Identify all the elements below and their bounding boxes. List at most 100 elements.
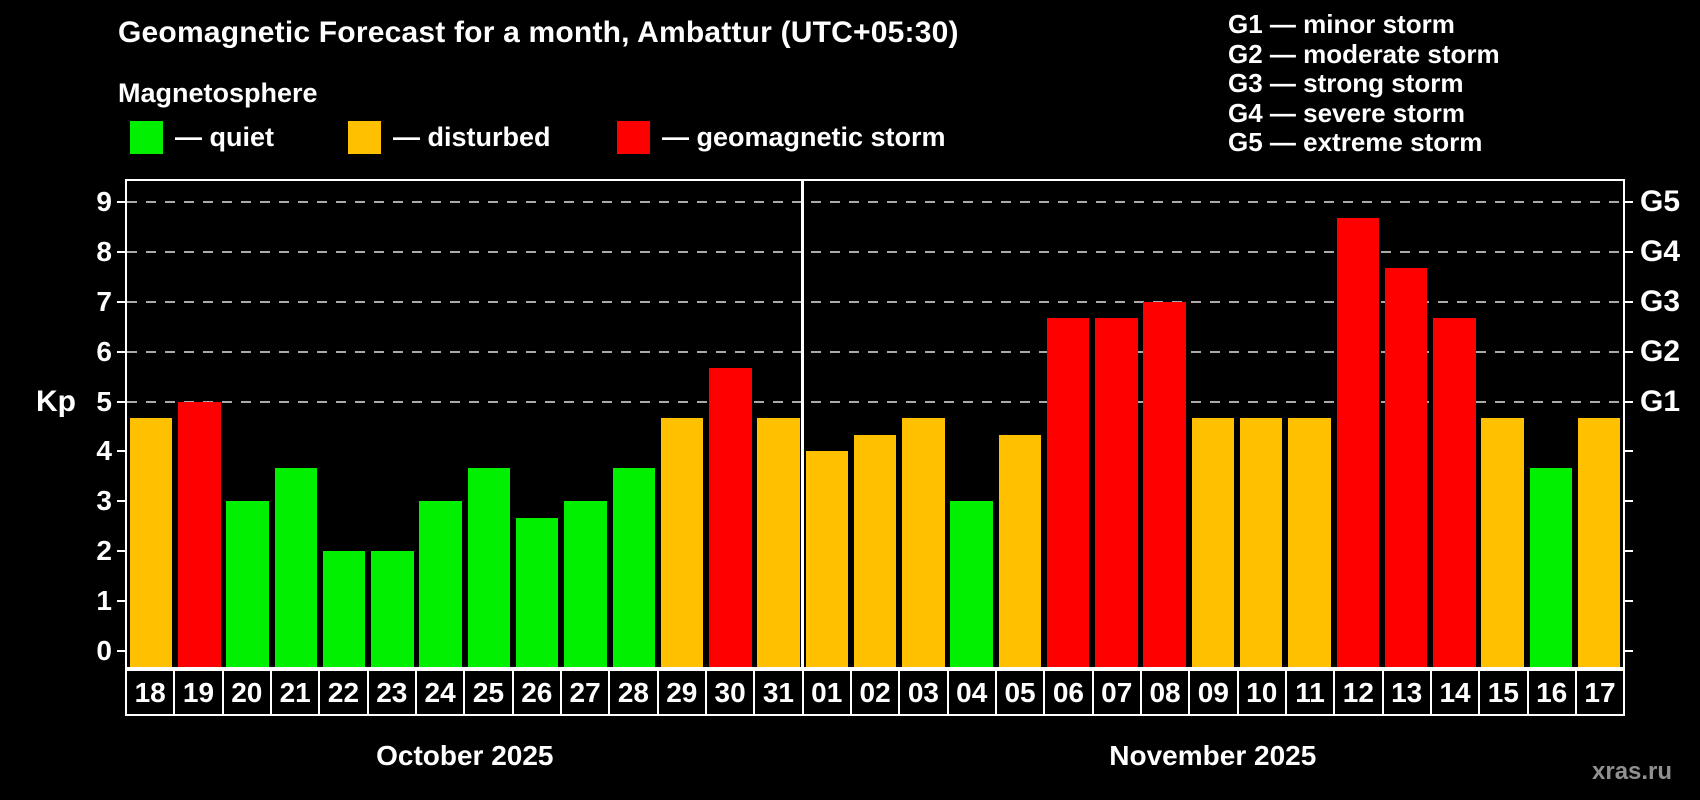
- y-axis-tick: [117, 400, 127, 403]
- bar-october-20: [226, 501, 269, 667]
- g-scale-label-g4: G4: [1640, 234, 1681, 268]
- bar-october-30: [709, 368, 752, 667]
- date-label: 11: [1284, 669, 1336, 716]
- bar-slot: [1189, 181, 1237, 667]
- date-label: 13: [1381, 669, 1432, 716]
- bar-slot: [996, 181, 1044, 667]
- bar-november-11: [1288, 418, 1331, 667]
- legend-item-quiet: — quiet: [130, 121, 274, 154]
- bar-november-06: [1046, 318, 1090, 667]
- legend-item-label: — quiet: [175, 122, 274, 152]
- y-axis-tick: [117, 500, 127, 503]
- bar-slot: [561, 181, 609, 667]
- g-axis-tick: [1623, 500, 1633, 503]
- chart-subtitle: Magnetosphere: [118, 78, 318, 108]
- bar-slot: [851, 181, 899, 667]
- bar-slot: [1382, 181, 1430, 667]
- date-label: 06: [1043, 669, 1094, 716]
- bar-slot: [320, 181, 368, 667]
- bar-slot: [803, 181, 851, 667]
- y-axis-tick: [117, 600, 127, 603]
- bar-slot: [1527, 181, 1575, 667]
- bar-slot: [1092, 181, 1140, 667]
- bar-october-27: [564, 501, 607, 667]
- bar-november-03: [902, 418, 945, 667]
- bar-november-04: [950, 501, 993, 667]
- date-label: 22: [318, 669, 369, 716]
- bar-october-22: [322, 551, 366, 667]
- date-label: 10: [1236, 669, 1287, 716]
- bar-slot: [1334, 181, 1382, 667]
- bar-november-13: [1384, 268, 1428, 667]
- bar-november-14: [1433, 318, 1476, 667]
- bar-slot: [175, 181, 223, 667]
- date-label: 21: [269, 669, 321, 716]
- date-label: 18: [125, 669, 176, 716]
- date-label: 23: [366, 669, 417, 716]
- grid-layer: [127, 181, 1623, 667]
- plot-area: [125, 179, 1625, 669]
- legend-swatch-disturbed: [348, 121, 381, 154]
- date-label: 02: [849, 669, 901, 716]
- y-axis-tick-label: 5: [96, 385, 112, 417]
- date-label: 28: [608, 669, 659, 716]
- month-separator: [801, 181, 805, 667]
- legend-swatch-storm: [617, 121, 650, 154]
- bar-november-07: [1095, 318, 1138, 667]
- y-axis-tick: [117, 350, 127, 353]
- g-scale-label-g3: G3: [1640, 284, 1681, 318]
- legend-swatch-quiet: [130, 121, 163, 154]
- date-label: 19: [173, 669, 224, 716]
- g-axis-tick: [1623, 350, 1633, 353]
- date-label: 14: [1429, 669, 1481, 716]
- y-axis-tick: [117, 250, 127, 253]
- g-axis-tick: [1623, 250, 1633, 253]
- y-axis-tick-label: 9: [96, 185, 112, 217]
- bar-november-15: [1481, 418, 1524, 667]
- date-label: 03: [898, 669, 949, 716]
- gridline-kp-9: [127, 200, 1623, 203]
- date-label: 08: [1139, 669, 1191, 716]
- date-label: 15: [1478, 669, 1529, 716]
- y-axis-tick-label: 8: [96, 235, 112, 267]
- bar-slot: [368, 181, 416, 667]
- y-axis-tick: [117, 300, 127, 303]
- gridline-kp-6: [127, 350, 1623, 353]
- y-axis-tick-label: 3: [96, 485, 112, 517]
- bar-slot: [899, 181, 947, 667]
- date-label: 16: [1526, 669, 1577, 716]
- g-axis-tick: [1623, 400, 1633, 403]
- bar-november-16: [1529, 467, 1573, 667]
- date-axis: 18 19 20 21 22 23 24 25 26 27 28 29 30 31 01 02 03 04 05 06…: [125, 669, 1626, 716]
- bar-slot: [272, 181, 320, 667]
- date-label: 05: [994, 669, 1046, 716]
- legend-item-label: — geomagnetic storm: [662, 122, 946, 152]
- storm-scale-item: G3 — strong storm: [1228, 68, 1464, 99]
- bar-november-09: [1191, 418, 1235, 667]
- bar-slot: [658, 181, 706, 667]
- bar-slot: [1237, 181, 1285, 667]
- bar-november-10: [1240, 418, 1283, 667]
- bar-slot: [513, 181, 561, 667]
- date-label: 25: [463, 669, 514, 716]
- bar-october-26: [516, 517, 559, 667]
- date-label: 26: [511, 669, 562, 716]
- date-label: 07: [1091, 669, 1142, 716]
- bar-slot: [224, 181, 272, 667]
- bar-slot: [1575, 181, 1623, 667]
- date-label: 27: [559, 669, 611, 716]
- storm-scale-item: G2 — moderate storm: [1228, 38, 1500, 69]
- legend: — quiet — disturbed — geomagnetic storm: [0, 121, 1100, 157]
- bar-slot: [1141, 181, 1189, 667]
- chart-title: Geomagnetic Forecast for a month, Ambatt…: [118, 16, 959, 49]
- date-label: 09: [1188, 669, 1239, 716]
- bar-slot: [948, 181, 996, 667]
- date-label: 31: [753, 669, 804, 716]
- month-label-november: November 2025: [1109, 740, 1317, 771]
- legend-item-storm: — geomagnetic storm: [617, 121, 946, 154]
- bar-october-21: [274, 467, 318, 667]
- bar-november-12: [1336, 218, 1379, 667]
- y-axis-tick: [117, 650, 127, 653]
- gridline-kp-8: [127, 250, 1623, 253]
- g-axis-tick: [1623, 550, 1633, 553]
